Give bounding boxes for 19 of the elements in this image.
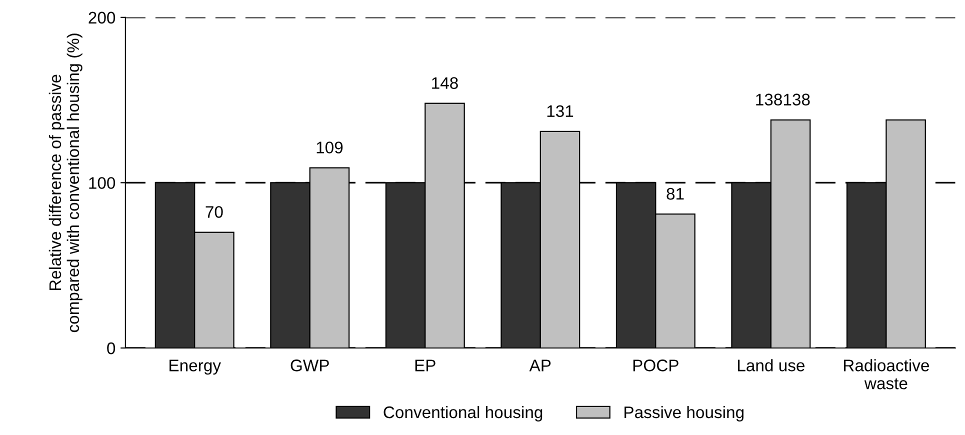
- x-tick-label: GWP: [290, 360, 329, 372]
- data-label: 148: [432, 77, 458, 89]
- x-tick-label: AP: [529, 360, 551, 372]
- x-tick-label: Energy: [170, 360, 221, 375]
- y-tick-label: 0: [107, 342, 116, 354]
- y-tick-label: 100: [89, 177, 116, 189]
- y-axis-title: Relative difference of passive compared with conventional housing (%): [48, 34, 82, 332]
- x-tick-label: Land use: [738, 359, 804, 372]
- legend-label: Passive housing: [624, 406, 744, 422]
- annotation: 138138: [756, 94, 810, 106]
- data-label: 131: [547, 105, 574, 118]
- data-label: 70: [206, 206, 223, 218]
- x-tick-label: Radioactive waste: [844, 359, 929, 390]
- legend-label: Conventional housing: [384, 406, 542, 422]
- x-tick-label: EP: [415, 360, 436, 372]
- y-tick-label: 200: [88, 12, 116, 24]
- data-label: 109: [316, 142, 343, 154]
- data-label: 81: [666, 188, 684, 200]
- x-tick-label: POCP: [633, 360, 678, 372]
